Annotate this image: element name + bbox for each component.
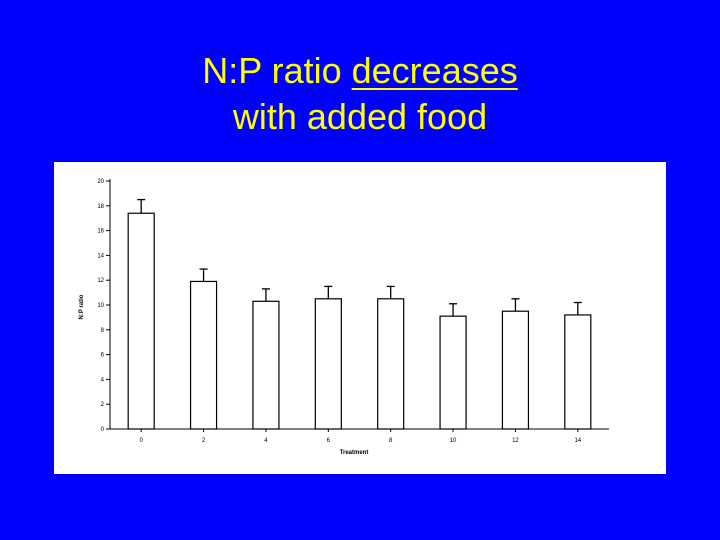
x-tick-label: 12	[512, 438, 519, 444]
bar-chart: N:P ratio Treatment 0 2 4 6 8 10 12 14 16 18 20 0 2 4…	[79, 179, 609, 456]
x-axis-title: Treatment	[340, 450, 369, 456]
x-tick-label: 14	[574, 438, 581, 444]
y-tick-label: 6	[101, 353, 105, 359]
bar	[377, 298, 405, 430]
title-emphasis-underlined: decreases	[351, 50, 518, 91]
chart-panel: N:P ratio Treatment 0 2 4 6 8 10 12 14 16 18 20 0 2 4…	[54, 162, 666, 474]
bar	[189, 280, 218, 430]
x-tick-label: 0	[140, 438, 144, 444]
x-tick-label: 4	[264, 438, 268, 444]
bar	[439, 315, 467, 430]
y-tick-label: 0	[101, 427, 105, 433]
x-tick-label: 8	[389, 438, 393, 444]
x-tick-label: 10	[450, 438, 457, 444]
y-tick-label: 18	[97, 204, 104, 210]
bar	[314, 298, 342, 430]
bar	[252, 300, 280, 430]
y-tick-label: 20	[97, 179, 104, 185]
y-tick-label: 2	[101, 402, 105, 408]
y-tick-label: 14	[97, 253, 104, 259]
bar	[501, 310, 530, 430]
y-tick-label: 12	[97, 278, 104, 284]
slide-title: N:P ratio decreases with added food	[0, 48, 720, 140]
y-tick-label: 8	[101, 328, 105, 334]
title-line-1-prefix: N:P ratio	[202, 50, 352, 91]
y-tick-label: 16	[97, 229, 104, 235]
title-line-2: with added food	[232, 96, 488, 137]
y-axis-title: N:P ratio	[79, 294, 85, 319]
title-line-1: N:P ratio decreases	[0, 48, 720, 94]
bar	[564, 314, 592, 430]
y-tick-label: 4	[101, 377, 105, 383]
x-tick-label: 2	[202, 438, 206, 444]
x-tick-label: 6	[327, 438, 331, 444]
bar	[127, 212, 155, 430]
y-tick-label: 10	[97, 303, 104, 309]
